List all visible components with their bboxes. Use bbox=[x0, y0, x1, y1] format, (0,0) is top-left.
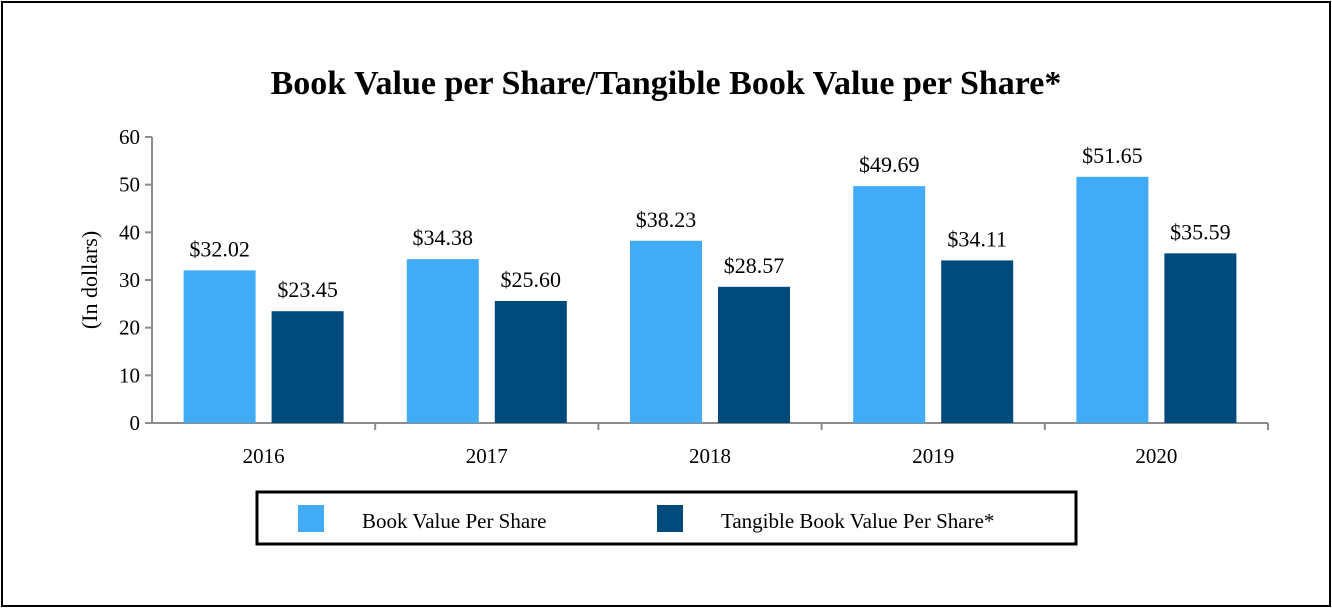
data-label: $49.69 bbox=[859, 152, 920, 177]
chart-title: Book Value per Share/Tangible Book Value… bbox=[271, 65, 1062, 102]
data-label: $51.65 bbox=[1082, 143, 1143, 168]
x-axis: 2016 2017 2018 2019 2020 bbox=[152, 422, 1269, 468]
y-tick-label: 10 bbox=[119, 363, 140, 387]
data-label: $23.45 bbox=[277, 277, 338, 302]
bar-book-value-2017 bbox=[406, 259, 479, 423]
data-label: $25.60 bbox=[501, 267, 562, 292]
data-label: $38.23 bbox=[636, 207, 697, 232]
bar-tangible-book-value-2019 bbox=[941, 260, 1014, 423]
bar-book-value-2018 bbox=[630, 240, 702, 423]
data-label: $32.02 bbox=[189, 236, 250, 261]
data-label: $34.38 bbox=[413, 225, 474, 250]
y-tick-label: 60 bbox=[119, 125, 140, 149]
bar-book-value-2020 bbox=[1076, 176, 1149, 423]
y-tick-label: 50 bbox=[119, 173, 140, 197]
bar-tangible-book-value-2017 bbox=[494, 300, 567, 423]
x-tick-label: 2017 bbox=[466, 444, 508, 468]
legend-label-tangible-book-value: Tangible Book Value Per Share* bbox=[721, 509, 994, 533]
bar-book-value-2019 bbox=[853, 186, 926, 423]
legend-label-book-value: Book Value Per Share bbox=[362, 509, 547, 533]
legend: Book Value Per Share Tangible Book Value… bbox=[255, 490, 1078, 546]
x-tick-label: 2019 bbox=[912, 444, 954, 468]
data-label: $34.11 bbox=[947, 226, 1007, 251]
y-tick-label: 0 bbox=[130, 411, 141, 435]
x-tick-label: 2018 bbox=[689, 444, 731, 468]
data-label: $28.57 bbox=[724, 253, 785, 278]
y-axis-label: (In dollars) bbox=[77, 231, 102, 329]
bar-tangible-book-value-2020 bbox=[1164, 253, 1237, 423]
data-label: $35.59 bbox=[1170, 219, 1231, 244]
y-tick-label: 40 bbox=[119, 220, 140, 244]
bar-book-value-2016 bbox=[183, 270, 256, 423]
x-tick-label: 2016 bbox=[243, 444, 285, 468]
bar-tangible-book-value-2018 bbox=[718, 286, 790, 423]
x-tick-label: 2020 bbox=[1135, 444, 1177, 468]
bars-group: $32.02 $23.45 $34.38 $25.60 $38.23 $28.57 $49.… bbox=[183, 143, 1237, 423]
legend-swatch-book-value bbox=[298, 505, 324, 532]
legend-swatch-tangible-book-value bbox=[657, 505, 683, 532]
y-axis: 0 10 20 30 40 50 60 bbox=[119, 125, 153, 435]
y-tick-label: 30 bbox=[119, 268, 140, 292]
bar-tangible-book-value-2016 bbox=[271, 311, 344, 423]
y-tick-label: 20 bbox=[119, 316, 140, 340]
